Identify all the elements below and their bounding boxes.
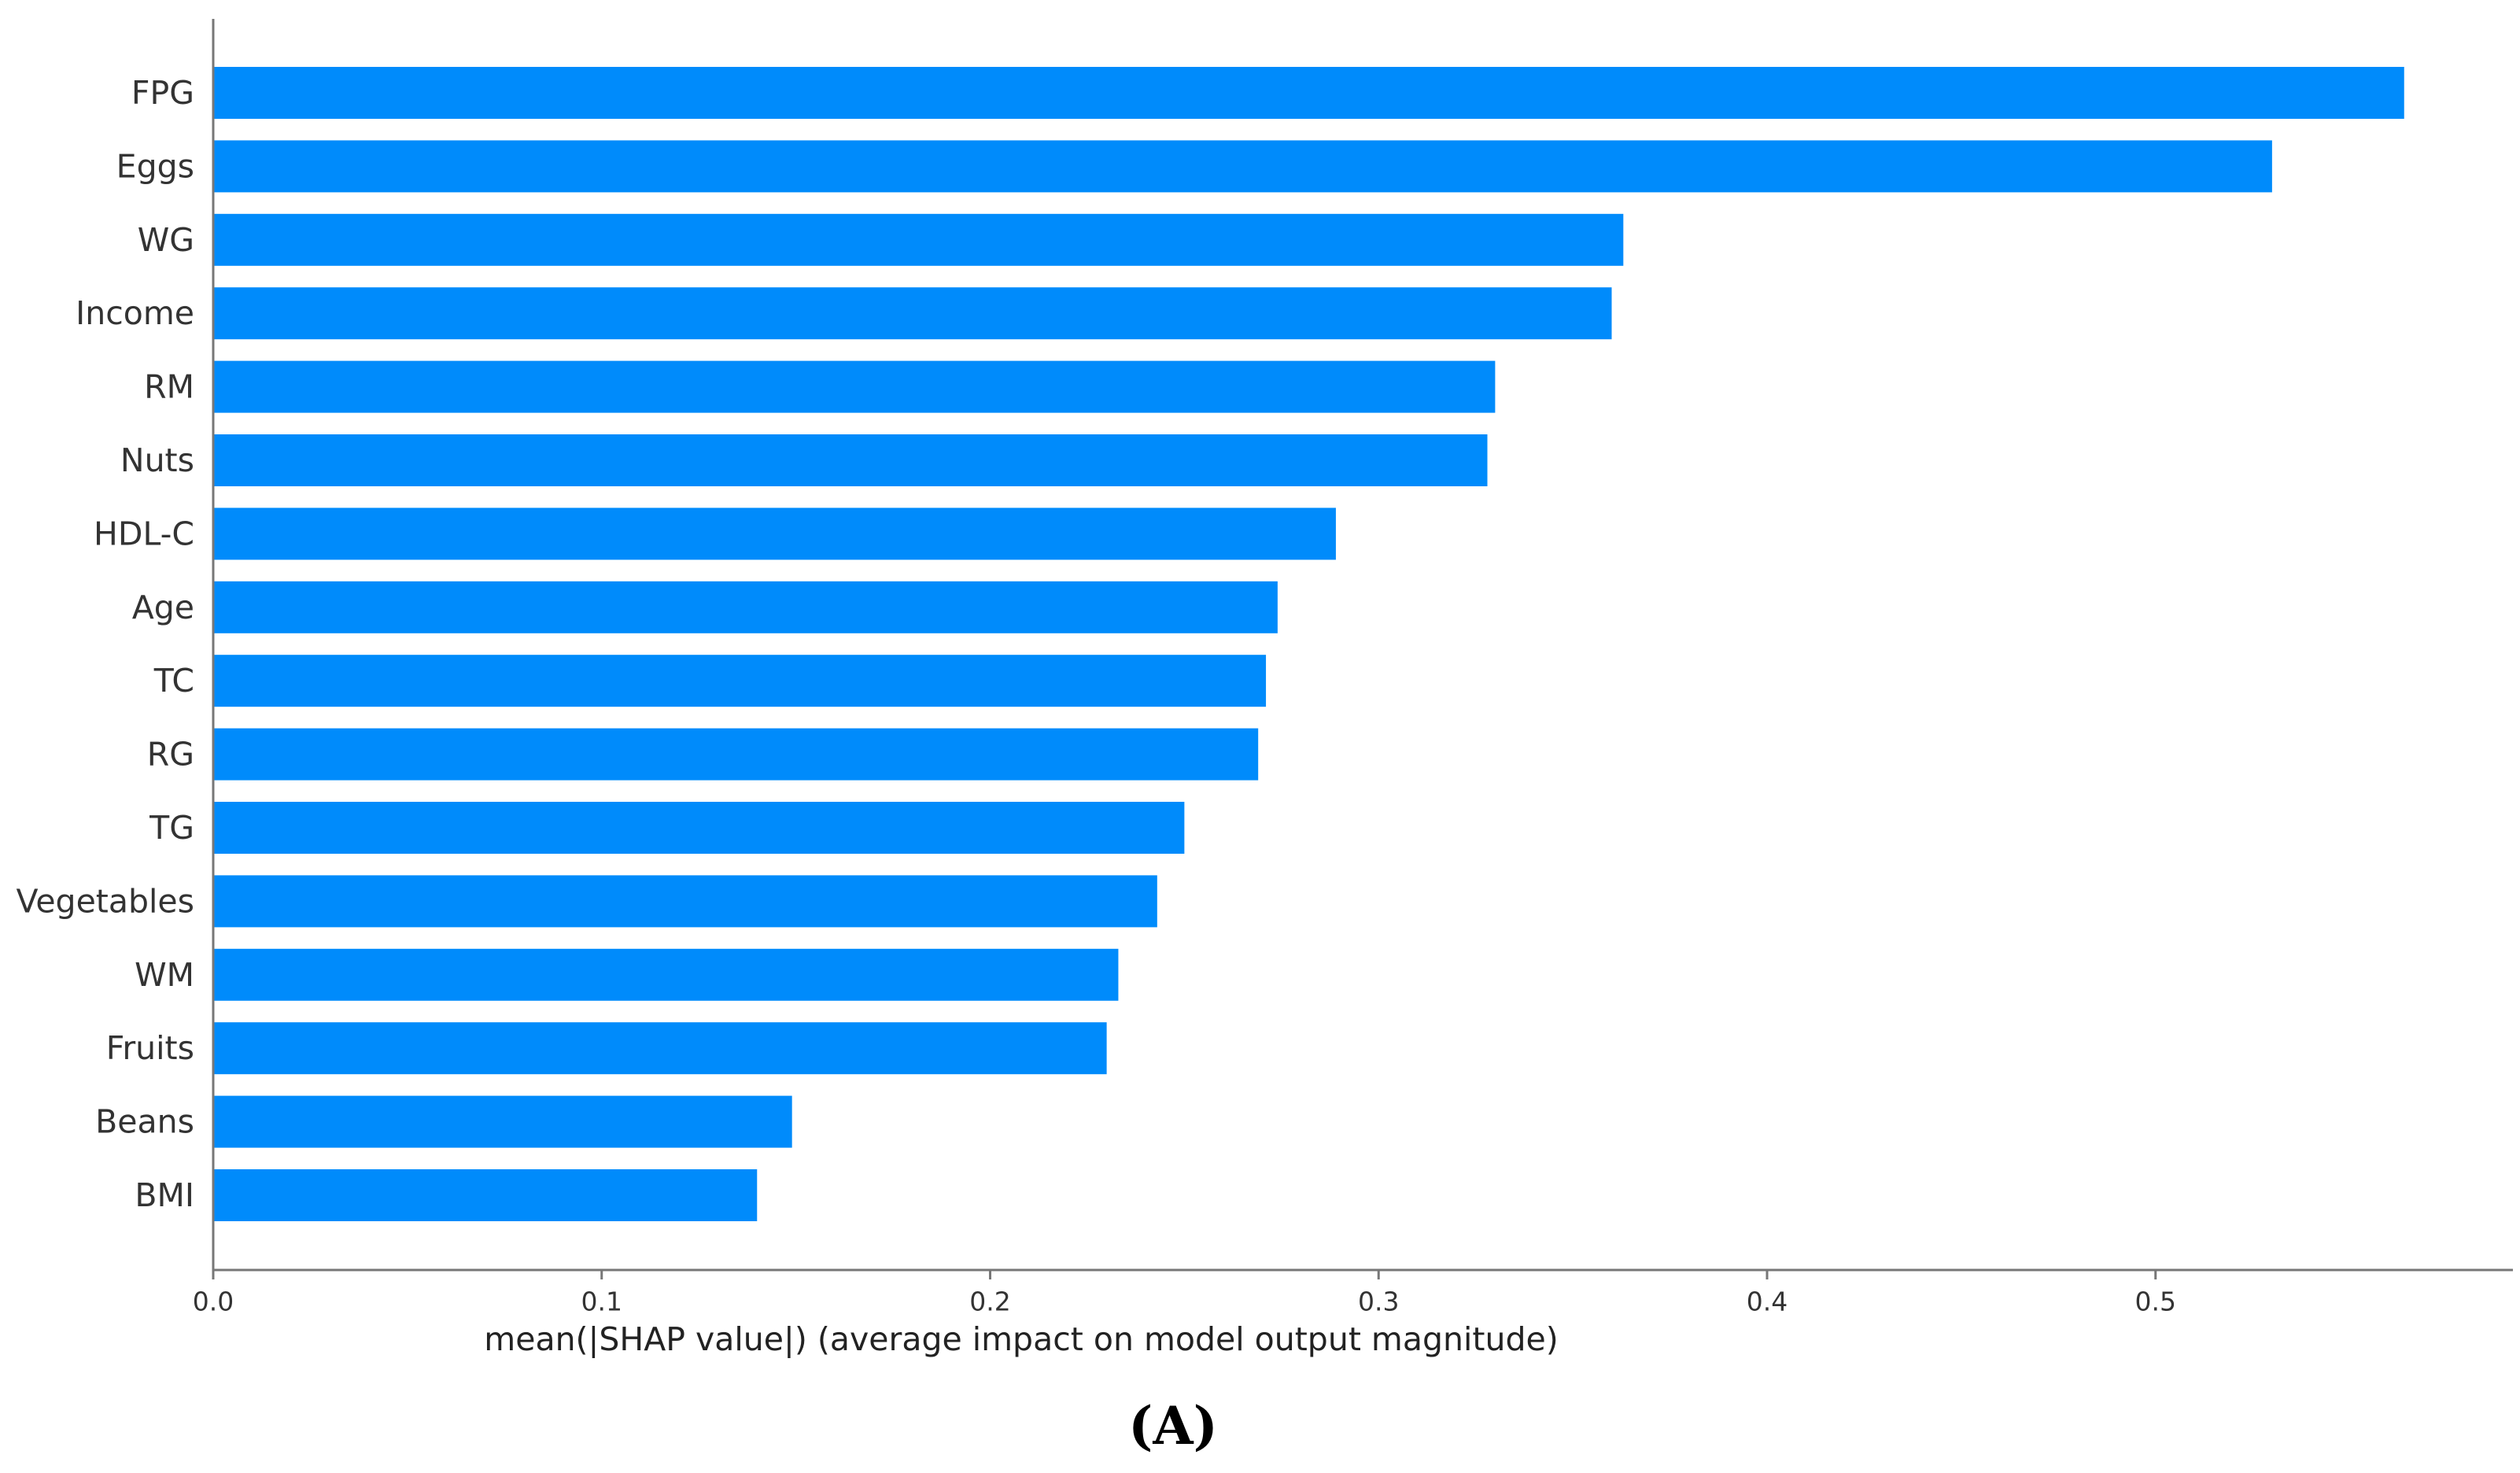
category-label: Beans [95,1103,194,1141]
category-label: Income [76,294,194,332]
category-label: WM [135,956,194,994]
bar-income [213,287,1612,340]
x-ticks: 0.0 0.1 0.2 0.3 0.4 0.5 [193,1270,2176,1317]
category-label: HDL-C [94,515,194,552]
bar-beans [213,1095,792,1148]
category-label: Fruits [106,1029,194,1067]
x-tick-label: 0.5 [2135,1287,2176,1317]
bar-bmi [213,1169,758,1221]
category-label: FPG [131,74,194,112]
category-label: BMI [135,1176,194,1214]
category-label: WG [138,221,194,259]
bar-age [213,581,1278,633]
x-tick-label: 0.3 [1358,1287,1399,1317]
bar-fpg [213,67,2404,119]
bar-vegetables [213,875,1157,928]
bar-wg [213,213,1624,266]
category-label: Nuts [120,441,194,479]
bar-fruits [213,1022,1107,1075]
category-label: RM [144,368,194,406]
category-label: Vegetables [16,882,194,920]
x-tick-label: 0.0 [193,1287,234,1317]
bar-eggs [213,140,2272,193]
x-axis-label: mean(|SHAP value|) (average impact on mo… [484,1320,1558,1358]
bar-tg [213,802,1185,854]
bar-wm [213,948,1119,1001]
category-label: TC [153,662,194,700]
x-tick-label: 0.4 [1747,1287,1788,1317]
bar-nuts [213,434,1488,486]
bar-hdl-c [213,508,1336,560]
panel-label: (A) [1128,1395,1218,1456]
x-tick-label: 0.2 [969,1287,1010,1317]
x-tick-label: 0.1 [581,1287,622,1317]
category-label: TG [149,809,194,847]
bars-layer [213,67,2404,1221]
category-label: RG [147,736,194,773]
bar-rg [213,728,1259,781]
category-label: Age [132,589,194,626]
category-label: Eggs [116,147,194,185]
bar-rm [213,360,1496,413]
category-labels: FPG Eggs WG Income RM Nuts HDL-C Age TC RG TG Veget… [16,74,194,1214]
bar-tc [213,655,1267,707]
